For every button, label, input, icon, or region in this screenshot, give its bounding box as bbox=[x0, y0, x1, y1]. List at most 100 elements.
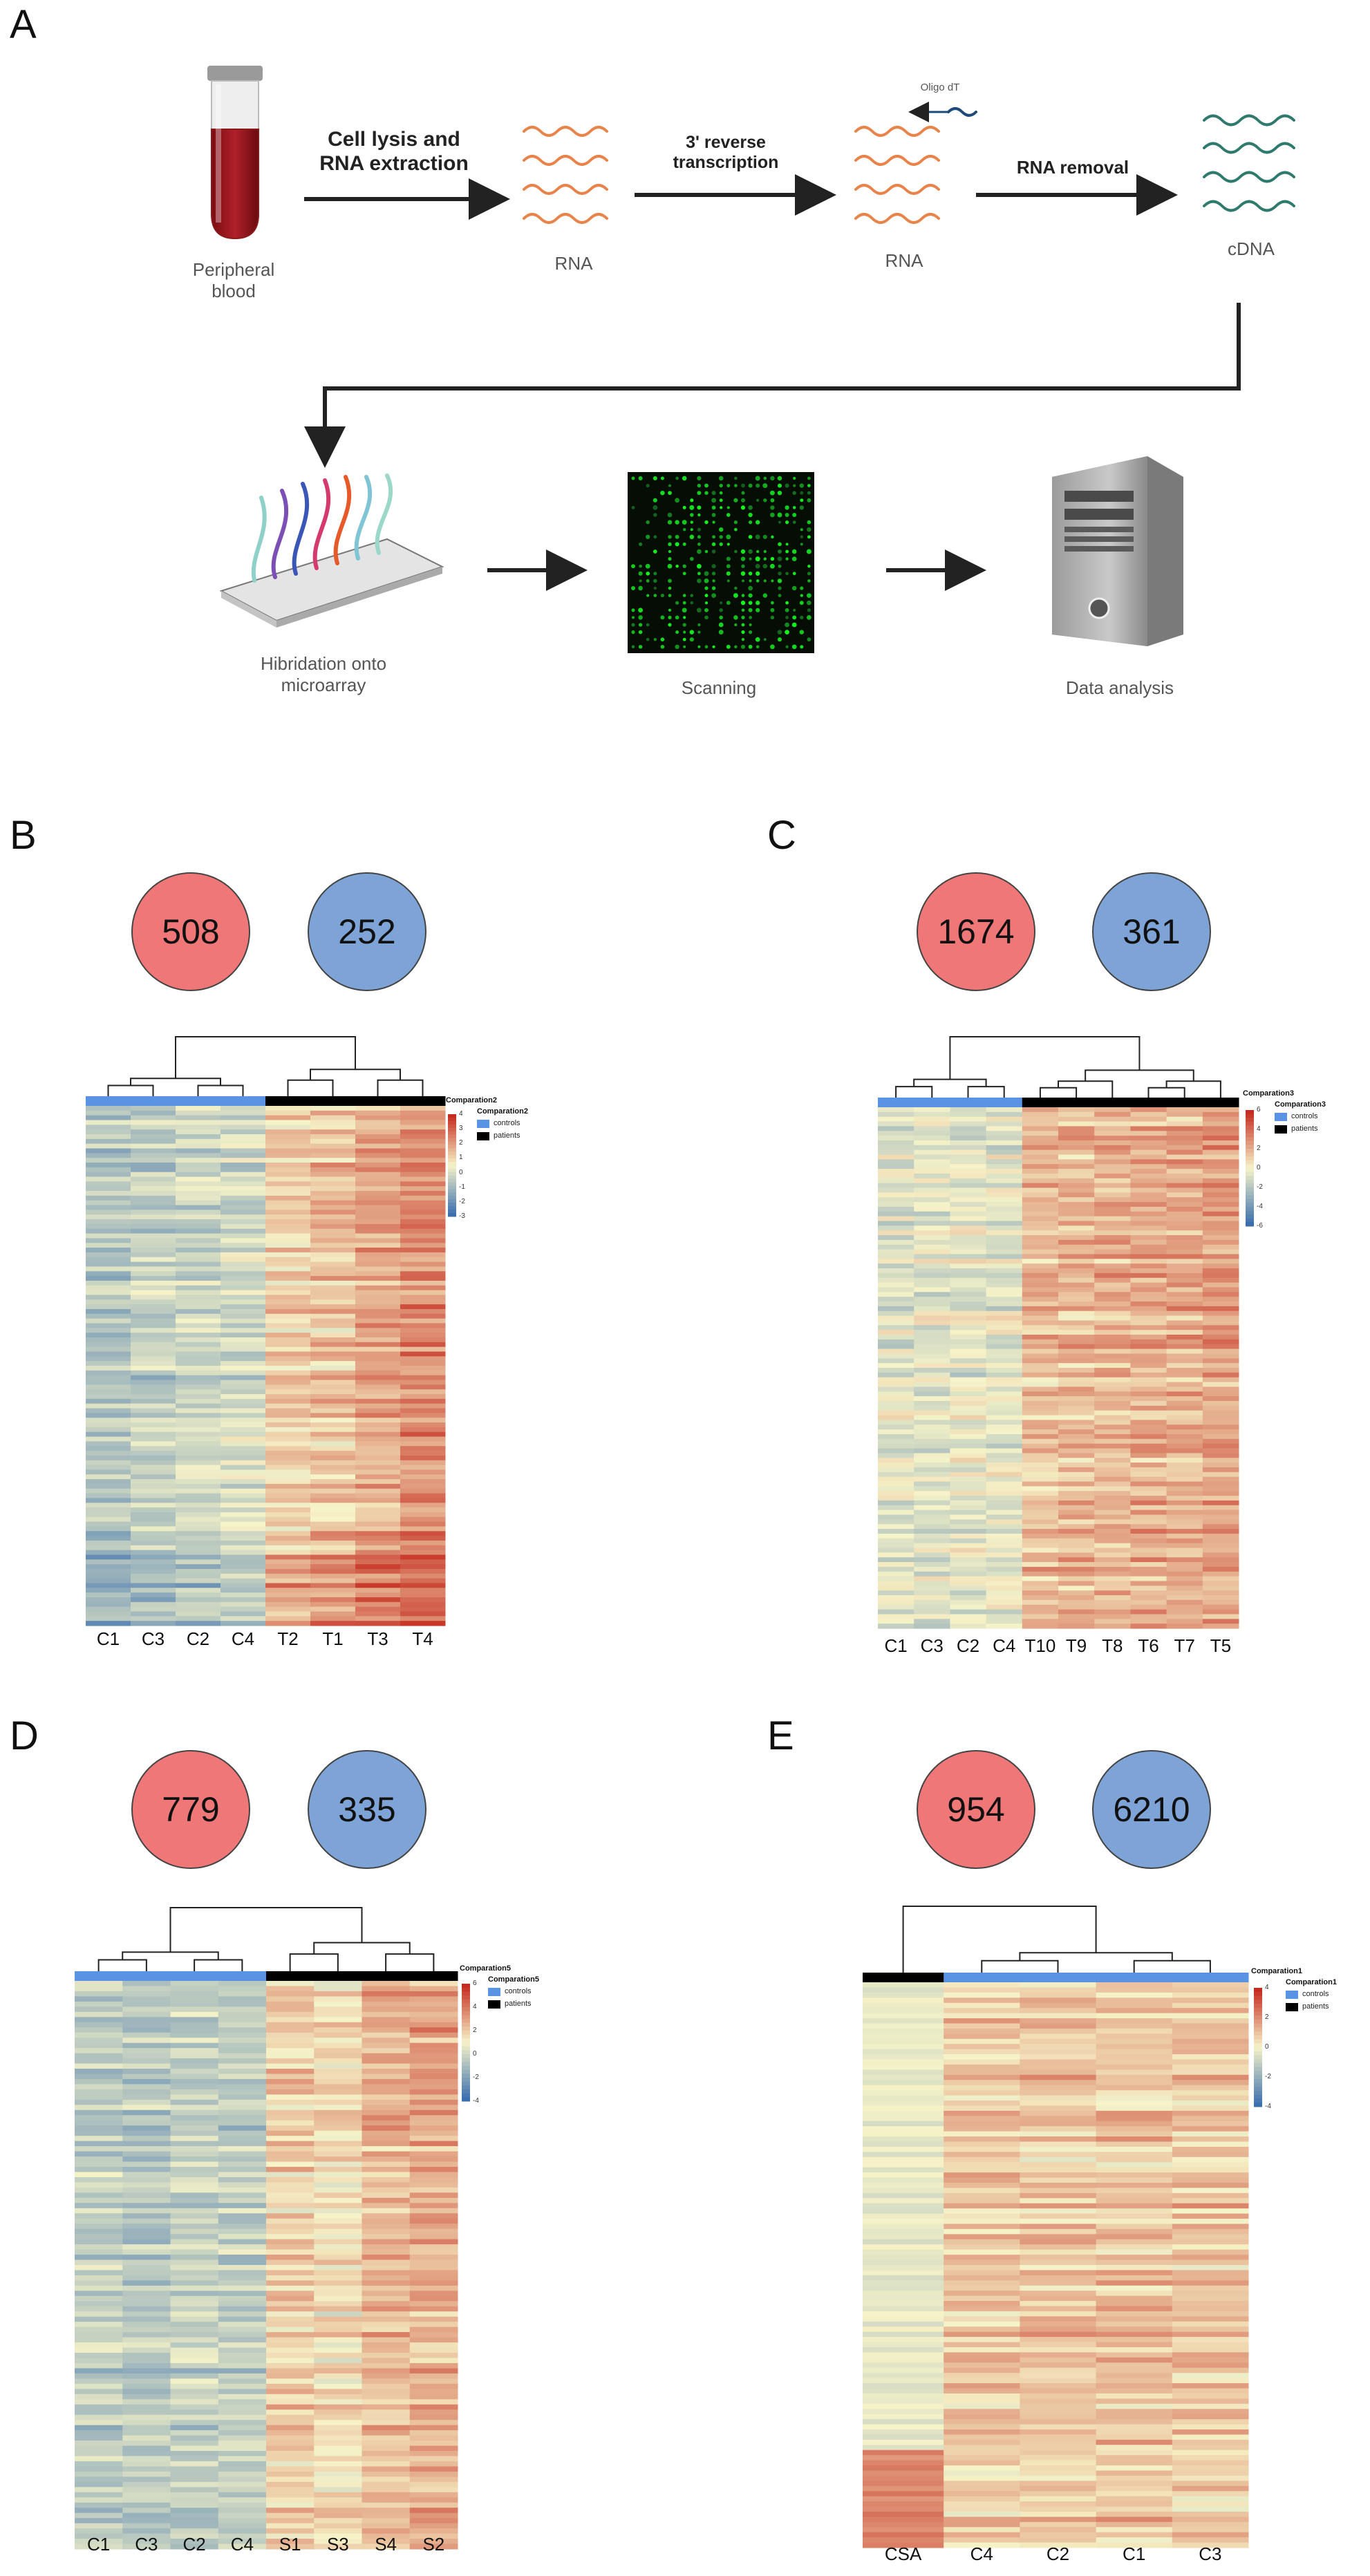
heatmap-cell bbox=[355, 1469, 401, 1475]
heatmap-cell bbox=[400, 1408, 446, 1413]
heatmap-cell bbox=[1094, 1239, 1131, 1245]
heatmap-cell bbox=[409, 2492, 458, 2498]
heatmap-cell bbox=[1096, 2537, 1173, 2544]
heatmap-cell bbox=[355, 1498, 401, 1503]
heatmap-cell bbox=[131, 1295, 176, 1300]
color-scale-step bbox=[1254, 2075, 1262, 2080]
heatmap-cell bbox=[220, 1176, 266, 1182]
heatmap-cell bbox=[1022, 1330, 1059, 1335]
heatmap-cell bbox=[409, 2038, 458, 2044]
heatmap-cell bbox=[1058, 1448, 1095, 1454]
heatmap-cell bbox=[1096, 2074, 1173, 2080]
heatmap-cell bbox=[1022, 1405, 1059, 1411]
heatmap-cell bbox=[944, 2470, 1020, 2476]
column-dendrogram bbox=[107, 1036, 424, 1096]
heatmap-cell bbox=[1130, 1619, 1167, 1624]
heatmap-cell bbox=[220, 1167, 266, 1173]
heatmap-cell bbox=[409, 2399, 458, 2405]
heatmap-cell bbox=[950, 1178, 987, 1184]
heatmap-cell bbox=[1096, 2131, 1173, 2137]
heatmap-cell bbox=[1202, 1197, 1239, 1203]
heatmap-cell bbox=[1166, 1268, 1203, 1274]
heatmap-cell bbox=[170, 2177, 219, 2183]
heatmap-cell bbox=[122, 2058, 171, 2065]
heatmap-cell bbox=[131, 1474, 176, 1480]
heatmap-cell bbox=[1022, 1595, 1059, 1601]
heatmap-cell bbox=[914, 1216, 950, 1222]
column-label: C4 bbox=[230, 2534, 254, 2555]
heatmap-cell bbox=[950, 1330, 987, 1335]
heatmap-cell bbox=[220, 1441, 266, 1447]
heatmap-cell bbox=[75, 2172, 123, 2178]
heatmap-cell bbox=[314, 1981, 362, 1986]
heatmap-cell bbox=[914, 1121, 950, 1127]
heatmap-cell bbox=[1096, 2521, 1173, 2528]
heatmap-cell bbox=[409, 2435, 458, 2441]
heatmap-cell bbox=[950, 1197, 987, 1203]
heatmap-cell bbox=[176, 1280, 221, 1286]
heatmap-cell bbox=[266, 2197, 315, 2203]
heatmap-cell bbox=[131, 1531, 176, 1536]
heatmap-cell bbox=[1172, 2321, 1249, 2327]
heatmap-cell bbox=[1020, 2537, 1097, 2544]
heatmap-cell bbox=[75, 2523, 123, 2529]
heatmap-cell bbox=[86, 1195, 131, 1201]
heatmap-cell bbox=[1166, 1339, 1203, 1345]
heatmap-cell bbox=[310, 1299, 356, 1305]
color-scale-step bbox=[1246, 1222, 1254, 1227]
heatmap-cell bbox=[1020, 2403, 1097, 2409]
heatmap-cell bbox=[863, 2188, 944, 2194]
heatmap-cell bbox=[944, 1992, 1020, 1998]
heatmap-cell bbox=[1202, 1140, 1239, 1146]
heatmap-cell bbox=[863, 2419, 944, 2425]
heatmap-cell bbox=[409, 2316, 458, 2322]
heatmap-cell bbox=[1058, 1230, 1095, 1236]
legend-header: Comparation2 bbox=[477, 1107, 528, 1116]
heatmap-cell bbox=[176, 1498, 221, 1503]
heatmap-cell bbox=[1172, 2295, 1249, 2302]
color-scale-step bbox=[462, 2046, 470, 2051]
color-scale-step bbox=[448, 1168, 456, 1173]
column-label: S1 bbox=[279, 2534, 301, 2555]
heatmap-cell bbox=[122, 2156, 171, 2163]
heatmap-cell bbox=[310, 1186, 356, 1192]
heatmap-cell bbox=[1172, 2074, 1249, 2080]
heatmap-cell bbox=[355, 1248, 401, 1253]
heatmap-cell bbox=[409, 2151, 458, 2157]
heatmap-cell bbox=[75, 2084, 123, 2090]
heatmap-cell bbox=[409, 2109, 458, 2116]
heatmap-cell bbox=[314, 2109, 362, 2116]
heatmap-cell bbox=[914, 1187, 950, 1193]
heatmap-cell bbox=[314, 2425, 362, 2431]
color-scale-step bbox=[462, 2058, 470, 2062]
heatmap-cell bbox=[1094, 1339, 1131, 1345]
heatmap-cell bbox=[75, 2425, 123, 2431]
heatmap-cell bbox=[1058, 1410, 1095, 1416]
column-label: T6 bbox=[1138, 1635, 1159, 1656]
heatmap-cell bbox=[863, 2224, 944, 2230]
heatmap-cell bbox=[355, 1186, 401, 1192]
heatmap-cell bbox=[944, 2105, 1020, 2112]
heatmap-cell bbox=[220, 1398, 266, 1404]
heatmap-cell bbox=[218, 2481, 267, 2488]
heatmap-cell bbox=[914, 1272, 950, 1279]
heatmap-cell bbox=[122, 2172, 171, 2178]
heatmap-cell bbox=[1094, 1410, 1131, 1416]
heatmap-cell bbox=[314, 2234, 362, 2240]
heatmap-cell bbox=[122, 2182, 171, 2188]
heatmap-cell bbox=[314, 2130, 362, 2136]
heatmap-cell bbox=[170, 2404, 219, 2410]
heatmap-cell bbox=[409, 2259, 458, 2266]
heatmap-cell bbox=[863, 2146, 944, 2152]
heatmap-cell bbox=[1130, 1524, 1167, 1530]
heatmap-cell bbox=[265, 1210, 311, 1215]
heatmap-cell bbox=[986, 1306, 1023, 1312]
group-bar-cell bbox=[122, 1971, 171, 1981]
heatmap-cell bbox=[220, 1540, 266, 1546]
heatmap-cell bbox=[310, 1451, 356, 1456]
heatmap-cell bbox=[409, 2487, 458, 2493]
heatmap-cell bbox=[355, 1266, 401, 1272]
heatmap-cell bbox=[1094, 1221, 1131, 1226]
heatmap-cell bbox=[314, 2265, 362, 2271]
heatmap-cell bbox=[1202, 1624, 1239, 1629]
